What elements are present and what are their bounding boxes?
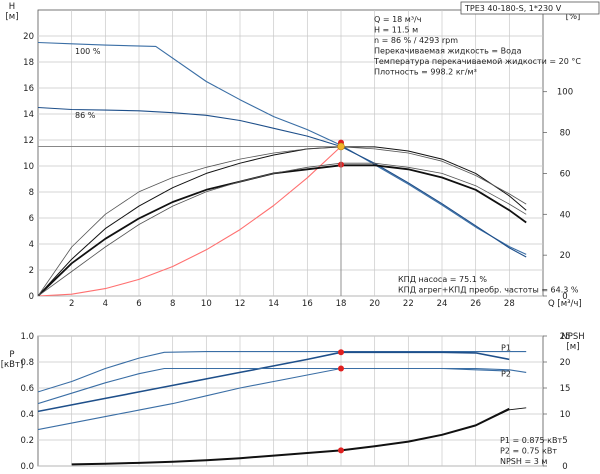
bottom-ylabel-right: NPSH [561, 332, 584, 342]
bottom-ytick-left-label: 1.0 [20, 332, 34, 342]
bottom-ytick-right-label: 15 [560, 384, 571, 394]
top-xtick-label: 8 [170, 299, 175, 309]
top-series-line-1 [38, 106, 527, 258]
bottom-series-line-0 [38, 351, 527, 393]
series-label-86: 86 % [75, 111, 96, 120]
bottom-ytick-left-label: 0.4 [20, 410, 34, 420]
bottom-series-line-3 [38, 367, 510, 431]
bottom-ytick-right-label: 20 [560, 358, 571, 368]
bottom-series-line-4 [71, 407, 510, 466]
top-ytick-right-label: 100 [557, 88, 573, 98]
top-series-line-0 [38, 41, 527, 255]
top-yunit-left: [м] [5, 12, 18, 22]
top-xtick-label: 16 [302, 299, 313, 309]
duty-point-marker [337, 142, 345, 151]
top-xtick-label: 20 [369, 299, 380, 309]
top-xlabel: Q [м³/ч] [548, 299, 582, 309]
bottom-marker-1 [338, 365, 344, 372]
bottom-ytick-right-label: 25 [560, 332, 571, 342]
bottom-ylabel-left: P [9, 350, 14, 360]
top-ytick-left-label: 4 [29, 240, 34, 250]
bottom-marker-2 [338, 447, 344, 454]
top-ytick-left-label: 0 [29, 292, 34, 302]
top-ytick-left-label: 8 [29, 188, 34, 198]
top-info-line: Плотность = 998.2 кг/м³ [374, 68, 477, 77]
top-ylabel-left: H [9, 2, 15, 12]
bottom-series-line-2 [38, 367, 527, 405]
top-ytick-left-label: 10 [23, 162, 34, 172]
top-xtick-label: 22 [403, 299, 414, 309]
bottom-plot-frame [37, 335, 544, 467]
bottom-info-line: P2 = 0.75 кВт [500, 447, 557, 456]
top-xtick-label: 14 [268, 299, 279, 309]
bottom-ytick-left-label: 0.8 [20, 358, 34, 368]
top-info-line: Температура перекачиваемой жидкости = 20… [373, 57, 581, 66]
bottom-series-line-5 [475, 407, 527, 426]
top-info-line: Перекачиваемая жидкость = Вода [374, 47, 522, 56]
bottom-marker-0 [338, 349, 344, 356]
bottom-series-group [38, 351, 527, 466]
top-ytick-right-label: 20 [560, 251, 571, 261]
top-xtick-label: 18 [336, 299, 347, 309]
bottom-ytick-left-label: 0.2 [20, 436, 34, 446]
top-xtick-label: 2 [69, 299, 74, 309]
top-ytick-right-label: 40 [560, 210, 571, 220]
bottom-ytick-right-label: 10 [560, 410, 571, 420]
top-efficiency-line: КПД агрег+КПД преобр. частоты = 64.3 % [398, 286, 579, 295]
top-ytick-left-label: 20 [23, 32, 34, 42]
series-label-100: 100 % [75, 47, 101, 56]
bottom-ytick-left-label: 0.0 [20, 462, 34, 472]
top-info-line: H = 11.5 м [374, 26, 418, 35]
top-ytick-left-label: 16 [23, 84, 34, 94]
top-ytick-left-label: 2 [29, 266, 34, 276]
bottom-yunit-right: [м] [566, 342, 579, 352]
legend-label-p1: P1 [501, 344, 511, 353]
top-ytick-right-label: 0 [562, 292, 567, 302]
bottom-yunit-left: [кВт] [1, 360, 24, 370]
top-xtick-label: 10 [201, 299, 212, 309]
title-box [460, 1, 600, 15]
top-series-line-5 [38, 146, 527, 296]
top-efficiency-line: КПД насоса = 75.1 % [398, 275, 487, 284]
top-series-line-3 [38, 164, 527, 296]
top-xtick-label: 6 [136, 299, 141, 309]
top-xtick-label: 26 [470, 299, 481, 309]
top-xtick-label: 12 [235, 299, 246, 309]
top-ytick-right-label: 60 [560, 169, 571, 179]
top-ytick-left-label: 14 [23, 110, 34, 120]
top-yunit-right: [%] [566, 12, 581, 22]
bottom-info-line: NPSH = 3 м [500, 457, 547, 466]
bottom-ytick-right-label: 5 [562, 436, 567, 446]
top-info-line: Q = 18 м³/ч [374, 15, 421, 24]
top-ytick-left-label: 18 [23, 58, 34, 68]
top-xtick-label: 28 [504, 299, 515, 309]
bottom-info-line: P1 = 0.875 кВт [500, 436, 562, 445]
title-box-text: TPE3 40-180-S, 1*230 V [464, 4, 562, 13]
bottom-series-line-1 [38, 351, 510, 413]
top-series-line-6 [38, 162, 527, 296]
top-xtick-label: 24 [437, 299, 448, 309]
top-info-line: n = 86 % / 4293 rpm [374, 36, 458, 45]
top-ytick-left-label: 6 [29, 214, 34, 224]
bottom-ytick-left-label: 0.6 [20, 384, 34, 394]
top-series-group [38, 41, 527, 296]
top-series-line-4 [38, 146, 527, 296]
legend-label-p2: P2 [501, 369, 511, 378]
bottom-ytick-right-label: 0 [562, 462, 567, 472]
top-ytick-right-label: 80 [560, 129, 571, 139]
top-ytick-left-label: 12 [23, 136, 34, 146]
top-series-line-2 [38, 146, 342, 296]
top-xtick-label: 4 [103, 299, 108, 309]
